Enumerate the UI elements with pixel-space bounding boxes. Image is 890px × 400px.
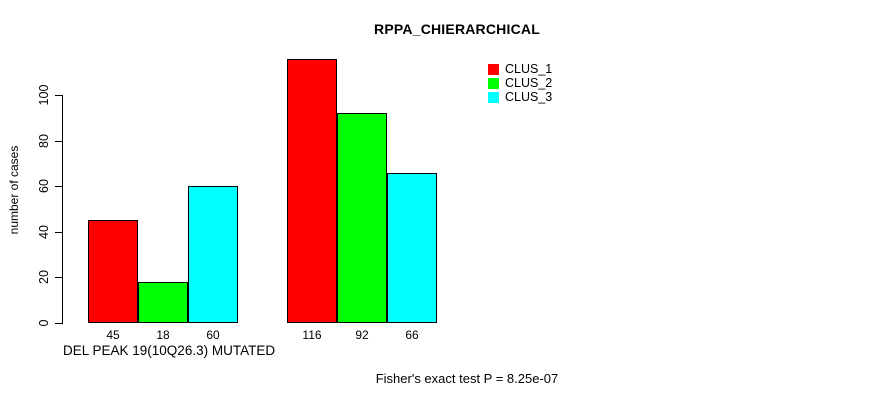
y-tick-mark: [55, 140, 62, 142]
legend-item-clus-3: CLUS_3: [488, 90, 552, 104]
x-axis-label: DEL PEAK 19(10Q26.3) MUTATED: [63, 343, 276, 358]
bar-value-label: 18: [156, 328, 170, 342]
y-tick-mark: [55, 277, 62, 279]
annotation-text: Fisher's exact test P = 8.25e-07: [375, 371, 559, 386]
bar-clus_3-group2: [387, 173, 437, 323]
bar-clus_1-group2: [287, 59, 337, 323]
y-tick-label: 0: [37, 319, 51, 327]
y-axis-line: [62, 95, 63, 324]
y-tick-label: 40: [37, 224, 51, 239]
legend-label: CLUS_3: [505, 90, 553, 104]
legend-label: CLUS_1: [505, 62, 553, 76]
bar-value-label: 116: [302, 328, 322, 342]
legend-swatch-clus-3-icon: [488, 91, 499, 103]
y-tick-label: 20: [37, 270, 51, 285]
bar-value-label: 60: [206, 328, 220, 342]
bar-value-label: 92: [355, 328, 369, 342]
y-tick-mark: [55, 186, 62, 188]
legend-item-clus-1: CLUS_1: [488, 62, 552, 76]
y-tick-label: 60: [37, 179, 51, 194]
bar-clus_1-group1: [88, 220, 138, 323]
bar-clus_2-group1: [138, 282, 188, 323]
y-tick-label: 80: [37, 133, 51, 148]
legend-item-clus-2: CLUS_2: [488, 76, 552, 90]
y-tick-mark: [55, 95, 62, 96]
chart-title: RPPA_CHIERARCHICAL: [374, 21, 540, 37]
legend-label: CLUS_2: [505, 76, 553, 90]
y-tick-mark: [55, 231, 62, 233]
y-tick-mark: [55, 323, 62, 324]
legend-swatch-clus-2-icon: [488, 77, 499, 89]
bar-clus_2-group2: [337, 113, 387, 323]
bar-clus_3-group1: [188, 186, 238, 323]
y-tick-label: 100: [37, 84, 51, 106]
legend: CLUS_1 CLUS_2 CLUS_3: [488, 62, 552, 104]
legend-swatch-clus-1-icon: [488, 63, 499, 75]
bar-value-label: 45: [106, 328, 120, 342]
bar-value-label: 66: [405, 328, 419, 342]
